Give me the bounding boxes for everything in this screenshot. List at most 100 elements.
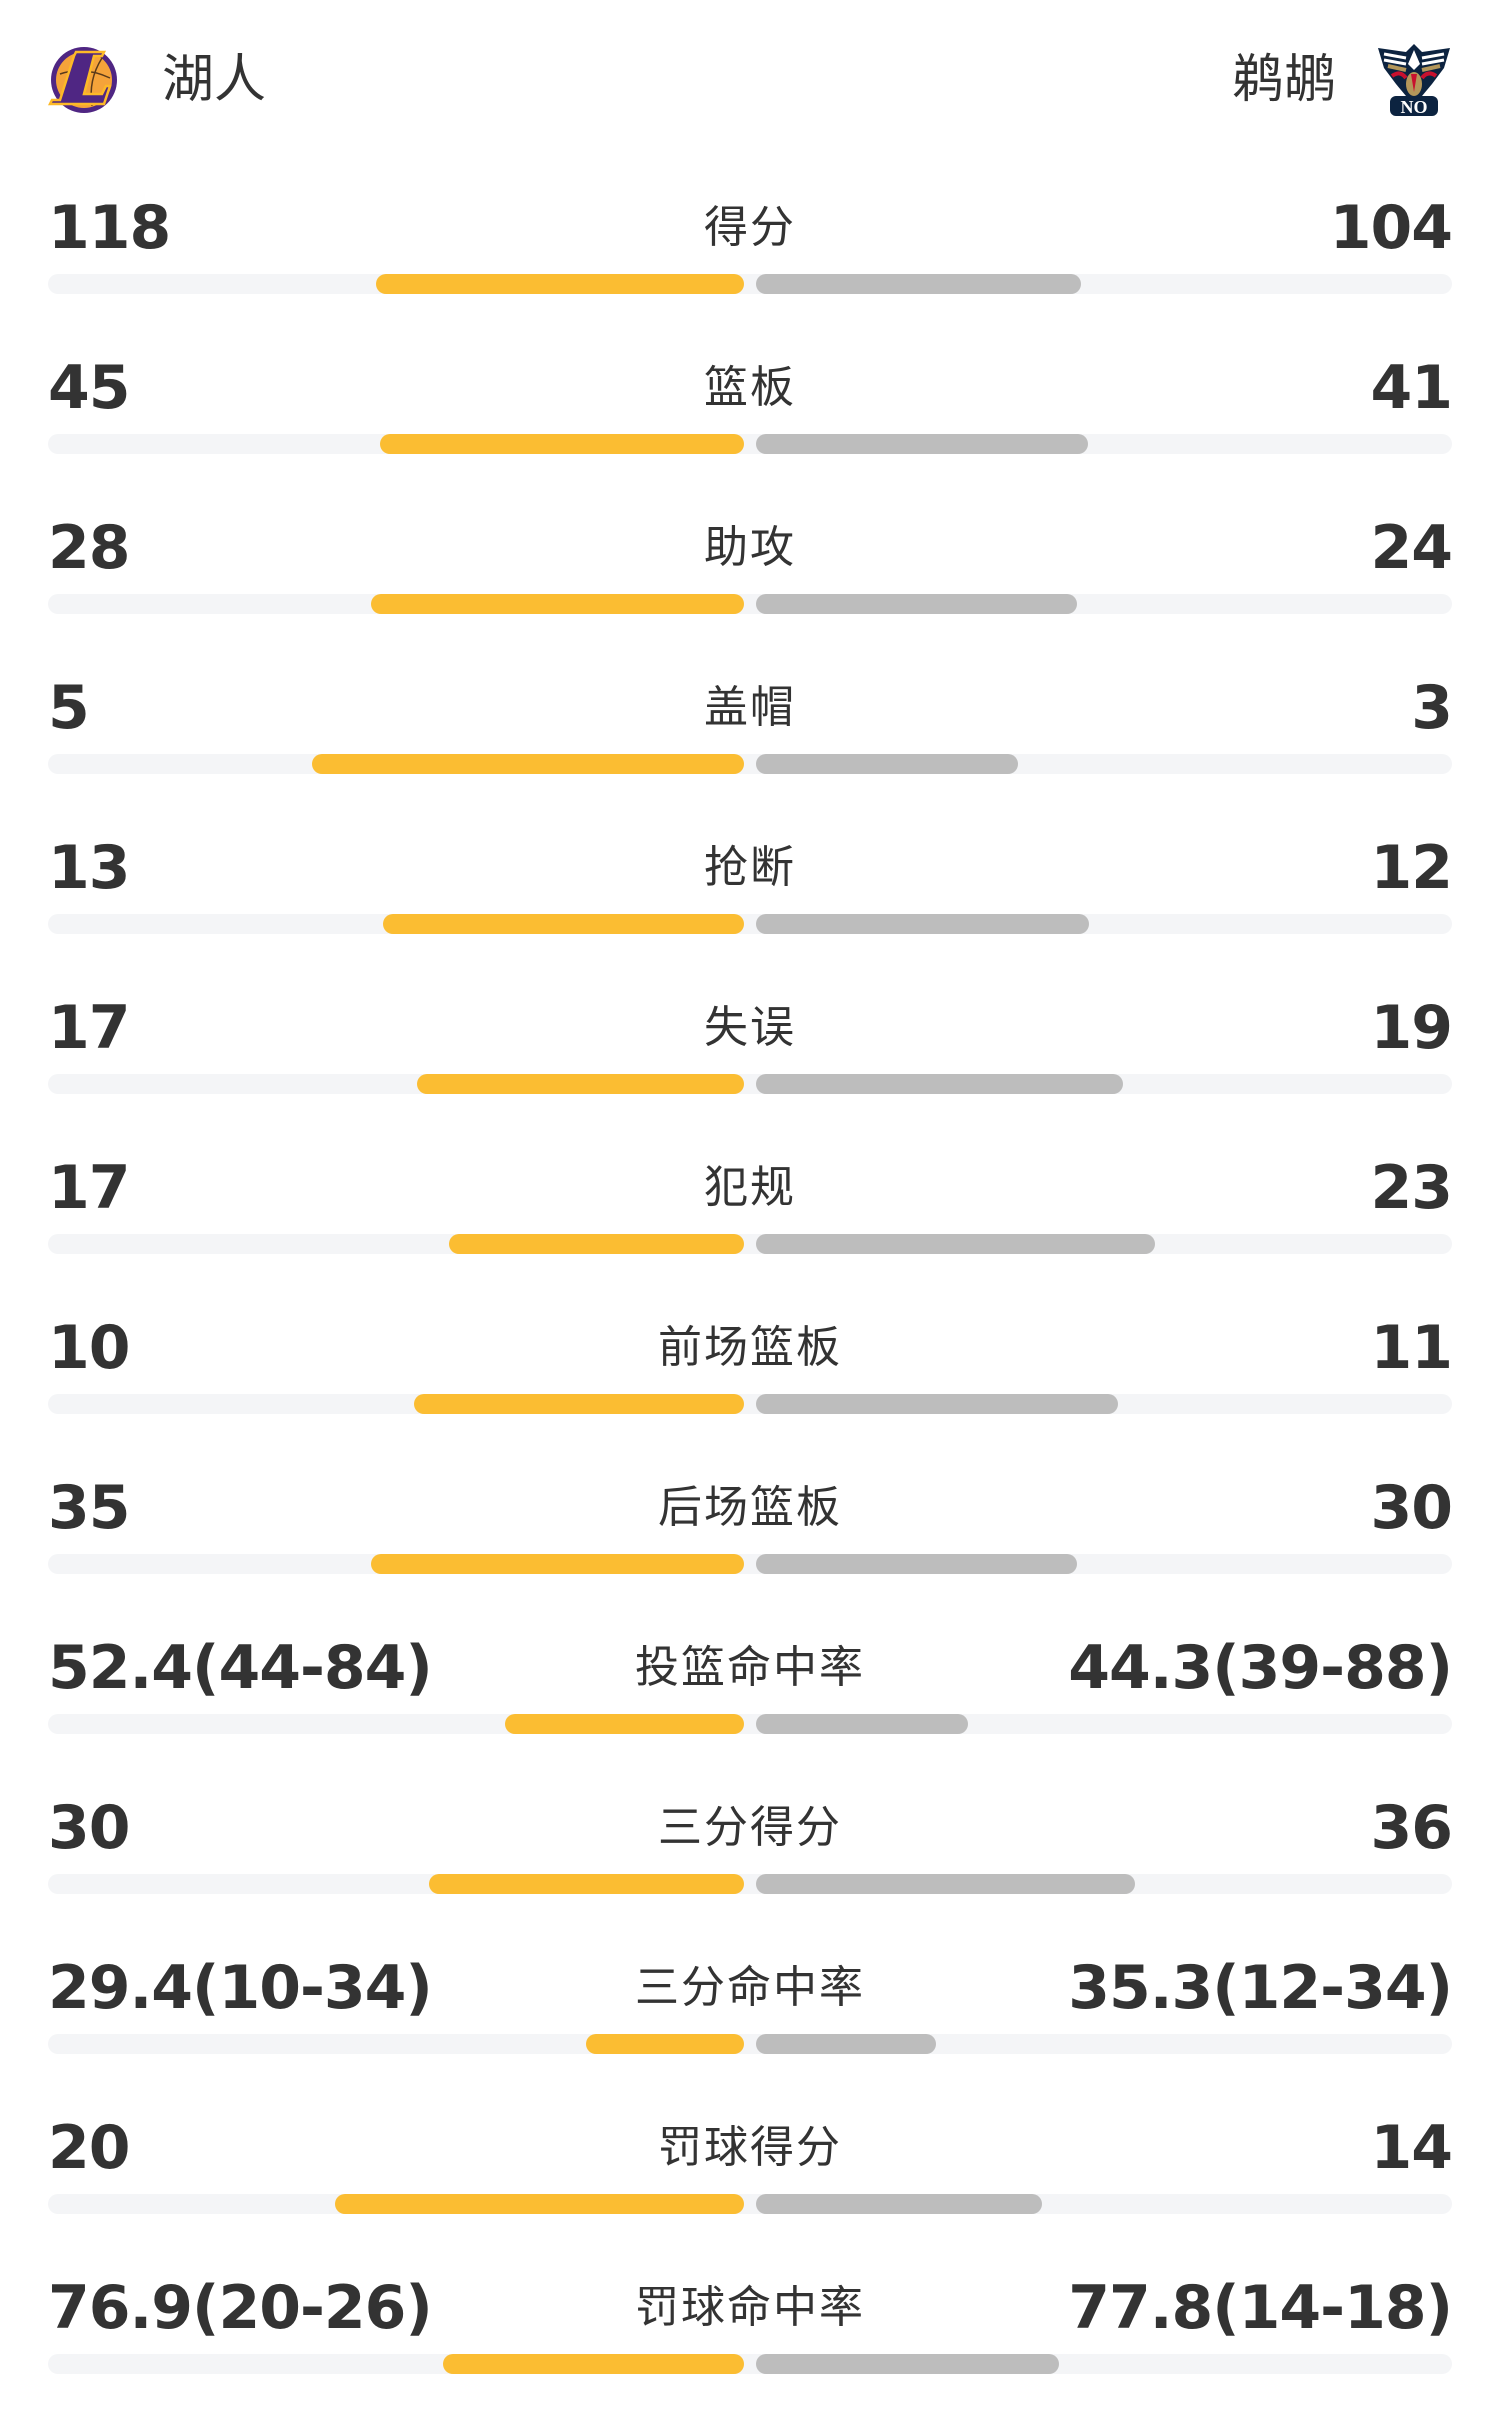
- home-stat-value: 76.9(20-26): [48, 2273, 433, 2343]
- home-stat-bar: [413, 1394, 744, 1414]
- stat-row: 20 罚球得分 14: [0, 2112, 1500, 2272]
- stat-bar-track: [48, 1394, 1452, 1414]
- away-stat-bar: [756, 594, 1078, 614]
- home-stat-bar: [449, 1234, 744, 1254]
- away-stat-value: 104: [1329, 193, 1453, 263]
- away-stat-bar: [756, 1714, 969, 1734]
- away-stat-value: 41: [1370, 353, 1453, 423]
- stat-bar-track: [48, 1234, 1452, 1254]
- away-team-name: 鹈鹕: [1231, 50, 1336, 110]
- stat-bar-track: [48, 274, 1452, 294]
- home-stat-bar: [380, 434, 744, 454]
- stat-label: 得分: [704, 202, 796, 253]
- away-stat-bar: [756, 1074, 1124, 1094]
- stat-label: 篮板: [704, 362, 796, 413]
- stat-label: 罚球得分: [658, 2122, 842, 2173]
- stat-row: 52.4(44-84) 投篮命中率 44.3(39-88): [0, 1632, 1500, 1792]
- away-stat-bar: [756, 1234, 1156, 1254]
- home-stat-bar: [371, 594, 744, 614]
- home-stat-value: 13: [48, 833, 130, 903]
- home-stat-bar: [505, 1714, 744, 1734]
- lakers-logo-icon: [48, 47, 117, 113]
- stat-row: 118 得分 104: [0, 192, 1500, 352]
- stat-row: 17 失误 19: [0, 992, 1500, 1152]
- home-stat-bar: [586, 2034, 744, 2054]
- away-stat-bar: [756, 914, 1090, 934]
- stat-bar-track: [48, 1874, 1452, 1894]
- home-stat-value: 35: [48, 1473, 130, 1543]
- home-stat-bar: [375, 274, 744, 294]
- stat-row: 10 前场篮板 11: [0, 1312, 1500, 1472]
- away-stat-value: 23: [1370, 1153, 1453, 1223]
- home-stat-value: 45: [48, 353, 130, 423]
- stat-label: 抢断: [704, 842, 796, 893]
- stat-bar-track: [48, 594, 1452, 614]
- home-stat-value: 17: [48, 993, 130, 1063]
- home-stat-value: 17: [48, 1153, 130, 1223]
- home-stat-bar: [371, 1554, 744, 1574]
- home-stat-value: 29.4(10-34): [48, 1953, 433, 2023]
- stat-row: 13 抢断 12: [0, 832, 1500, 992]
- stat-label: 助攻: [704, 522, 796, 573]
- away-stat-value: 24: [1370, 513, 1453, 583]
- away-stat-value: 12: [1370, 833, 1453, 903]
- away-stat-bar: [756, 434, 1088, 454]
- home-stat-bar: [417, 1074, 744, 1094]
- home-stat-value: 30: [48, 1793, 130, 1863]
- away-stat-value: 14: [1370, 2113, 1453, 2183]
- stat-label: 盖帽: [704, 682, 796, 733]
- away-stat-value: 36: [1370, 1793, 1453, 1863]
- stat-row: 30 三分得分 36: [0, 1792, 1500, 1952]
- stat-bar-track: [48, 434, 1452, 454]
- stat-label: 三分得分: [658, 1802, 842, 1853]
- stat-label: 投篮命中率: [635, 1642, 865, 1693]
- stat-label: 失误: [704, 1002, 796, 1053]
- team-header: 湖人 鹈鹕 NO: [0, 0, 1500, 160]
- home-stat-value: 5: [48, 673, 90, 743]
- stat-label: 犯规: [704, 1162, 796, 1213]
- stat-bar-track: [48, 1074, 1452, 1094]
- home-team-name: 湖人: [162, 50, 267, 110]
- away-stat-bar: [756, 274, 1082, 294]
- stat-row: 35 后场篮板 30: [0, 1472, 1500, 1632]
- home-stat-value: 20: [48, 2113, 130, 2183]
- away-stat-bar: [756, 754, 1018, 774]
- stat-row: 76.9(20-26) 罚球命中率 77.8(14-18): [0, 2272, 1500, 2432]
- away-stat-bar: [756, 2194, 1042, 2214]
- home-stat-value: 28: [48, 513, 130, 583]
- stat-bar-track: [48, 914, 1452, 934]
- away-stat-bar: [756, 1394, 1119, 1414]
- stat-label: 前场篮板: [658, 1322, 842, 1373]
- stat-label: 后场篮板: [658, 1482, 842, 1533]
- home-stat-bar: [383, 914, 744, 934]
- stat-row: 45 篮板 41: [0, 352, 1500, 512]
- stat-row: 29.4(10-34) 三分命中率 35.3(12-34): [0, 1952, 1500, 2112]
- stat-bar-track: [48, 2354, 1452, 2374]
- stat-row: 17 犯规 23: [0, 1152, 1500, 1312]
- home-stat-value: 52.4(44-84): [48, 1633, 433, 1703]
- home-stat-bar: [334, 2194, 744, 2214]
- stat-row: 28 助攻 24: [0, 512, 1500, 672]
- home-stat-bar: [428, 1874, 744, 1894]
- home-stat-bar: [311, 754, 744, 774]
- stat-bar-track: [48, 1714, 1452, 1734]
- home-stat-value: 10: [48, 1313, 130, 1383]
- home-stat-bar: [442, 2354, 744, 2374]
- away-stat-value: 19: [1370, 993, 1453, 1063]
- stat-bar-track: [48, 1554, 1452, 1574]
- away-stat-value: 35.3(12-34): [1068, 1953, 1453, 2023]
- away-stat-bar: [756, 2034, 937, 2054]
- away-stat-bar: [756, 1874, 1135, 1894]
- home-stat-value: 118: [48, 193, 171, 263]
- stat-bar-track: [48, 754, 1452, 774]
- away-stat-bar: [756, 2354, 1059, 2374]
- stat-label: 三分命中率: [635, 1962, 865, 2013]
- pelicans-logo-text: NO: [1401, 97, 1428, 117]
- stat-label: 罚球命中率: [635, 2282, 865, 2333]
- away-stat-bar: [756, 1554, 1078, 1574]
- away-stat-value: 3: [1411, 673, 1453, 743]
- stat-row: 5 盖帽 3: [0, 672, 1500, 832]
- stat-bar-track: [48, 2034, 1452, 2054]
- away-stat-value: 44.3(39-88): [1068, 1633, 1453, 1703]
- pelicans-logo-icon: NO: [1378, 44, 1450, 117]
